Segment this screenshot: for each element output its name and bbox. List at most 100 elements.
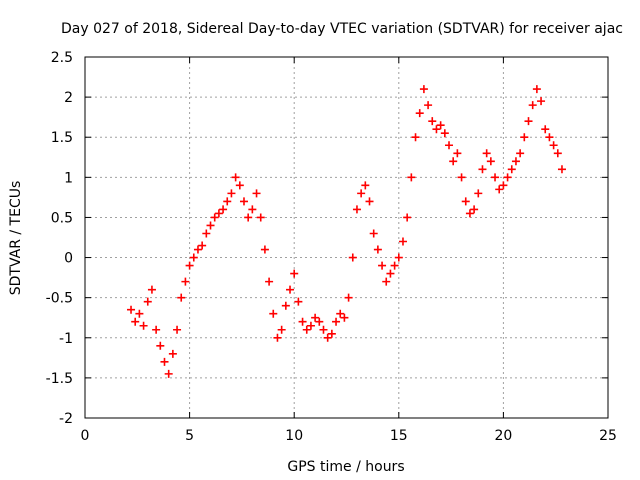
- y-axis-label: SDTVAR / TECUs: [8, 181, 24, 296]
- data-point-marker: [185, 261, 194, 270]
- data-point-marker: [277, 325, 286, 334]
- data-point-marker: [495, 185, 504, 194]
- data-point-marker: [260, 245, 269, 254]
- data-point-marker: [131, 317, 140, 326]
- data-point-marker: [352, 205, 361, 214]
- data-point-marker: [139, 321, 148, 330]
- data-point-marker: [541, 125, 550, 134]
- data-point-marker: [486, 157, 495, 166]
- data-point-marker: [173, 325, 182, 334]
- data-point-marker: [474, 189, 483, 198]
- data-point-marker: [411, 133, 420, 142]
- data-point-marker: [306, 321, 315, 330]
- data-point-marker: [369, 229, 378, 238]
- x-tick-label: 25: [599, 428, 617, 444]
- data-point-marker: [152, 325, 161, 334]
- data-point-marker: [315, 317, 324, 326]
- data-point-marker: [281, 301, 290, 310]
- data-point-marker: [470, 205, 479, 214]
- data-point-marker: [311, 313, 320, 322]
- data-point-marker: [382, 277, 391, 286]
- y-tick-label: -1: [59, 331, 73, 347]
- data-point-marker: [327, 329, 336, 338]
- x-tick-label: 15: [390, 428, 408, 444]
- data-point-marker: [553, 149, 562, 158]
- y-tick-label: 2.5: [51, 50, 73, 66]
- data-point-marker: [319, 325, 328, 334]
- data-point-marker: [147, 285, 156, 294]
- data-point-marker: [491, 173, 500, 182]
- data-point-marker: [219, 205, 228, 214]
- data-point-marker: [507, 165, 516, 174]
- data-point-marker: [549, 141, 558, 150]
- data-point-marker: [511, 157, 520, 166]
- data-point-marker: [294, 297, 303, 306]
- y-tick-label: 0: [64, 251, 73, 267]
- data-point-marker: [323, 333, 332, 342]
- data-point-marker: [210, 213, 219, 222]
- x-tick-label: 0: [81, 428, 90, 444]
- plot-frame: [84, 56, 609, 419]
- data-point-marker: [398, 237, 407, 246]
- y-tick-label: 2: [64, 90, 73, 106]
- data-point-marker: [357, 189, 366, 198]
- data-point-marker: [516, 149, 525, 158]
- chart-title: Day 027 of 2018, Sidereal Day-to-day VTE…: [61, 21, 623, 37]
- data-point-marker: [235, 181, 244, 190]
- y-tick-label: 1.5: [51, 130, 73, 146]
- data-point-marker: [164, 369, 173, 378]
- x-tick-label: 5: [185, 428, 194, 444]
- data-point-marker: [428, 117, 437, 126]
- data-point-marker: [503, 173, 512, 182]
- data-point-marker: [181, 277, 190, 286]
- data-point-marker: [478, 165, 487, 174]
- data-point-marker: [336, 309, 345, 318]
- axis-ticks: 0 5 10 15 20 25 -2 -1.5 -1 -0.5 0 0.5 1 1.5 2 2.5: [46, 50, 617, 444]
- y-tick-label: -1.5: [46, 371, 73, 387]
- data-point-marker: [189, 253, 198, 262]
- data-point-marker: [286, 285, 295, 294]
- data-point-marker: [206, 221, 215, 230]
- data-point-marker: [365, 197, 374, 206]
- data-point-marker: [156, 341, 165, 350]
- data-point-marker: [256, 213, 265, 222]
- data-point-marker: [252, 189, 261, 198]
- data-point-marker: [403, 213, 412, 222]
- data-point-marker: [198, 241, 207, 250]
- data-point-marker: [214, 209, 223, 218]
- data-point-marker: [127, 305, 136, 314]
- data-point-marker: [557, 165, 566, 174]
- data-point-marker: [461, 197, 470, 206]
- data-point-marker: [394, 253, 403, 262]
- data-points: [127, 85, 566, 378]
- x-tick-label: 10: [285, 428, 303, 444]
- y-tick-label: 0.5: [51, 210, 73, 226]
- data-point-marker: [361, 181, 370, 190]
- data-point-marker: [378, 261, 387, 270]
- data-point-marker: [532, 85, 541, 94]
- data-point-marker: [445, 141, 454, 150]
- data-point-marker: [344, 293, 353, 302]
- data-point-marker: [499, 181, 508, 190]
- grid: [85, 57, 608, 418]
- x-tick-label: 20: [494, 428, 512, 444]
- data-point-marker: [340, 313, 349, 322]
- data-point-marker: [273, 333, 282, 342]
- data-point-marker: [424, 101, 433, 110]
- data-point-marker: [193, 245, 202, 254]
- x-axis-label: GPS time / hours: [287, 459, 404, 475]
- data-point-marker: [545, 133, 554, 142]
- data-point-marker: [482, 149, 491, 158]
- data-point-marker: [528, 101, 537, 110]
- data-point-marker: [177, 293, 186, 302]
- y-tick-label: -2: [59, 411, 73, 427]
- data-point-marker: [143, 297, 152, 306]
- data-point-marker: [168, 349, 177, 358]
- data-point-marker: [135, 309, 144, 318]
- y-tick-label: -0.5: [46, 291, 73, 307]
- data-point-marker: [223, 197, 232, 206]
- data-point-marker: [160, 357, 169, 366]
- data-point-marker: [449, 157, 458, 166]
- data-point-marker: [419, 85, 428, 94]
